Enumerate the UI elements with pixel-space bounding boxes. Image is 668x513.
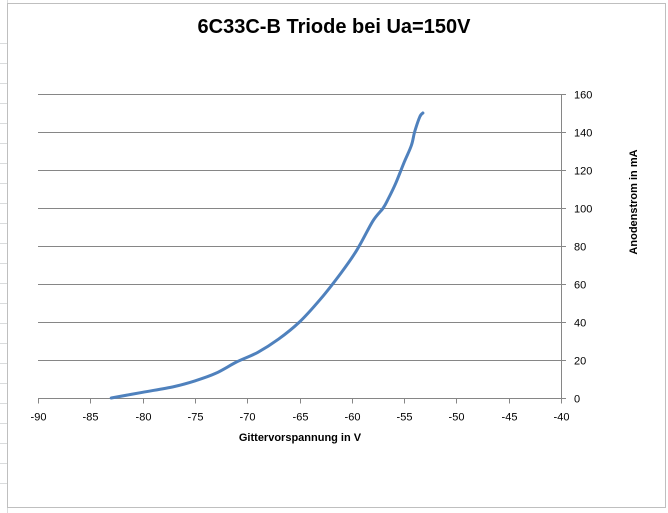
chart-area[interactable] <box>7 3 666 508</box>
x-tick-label: -80 <box>136 412 152 424</box>
x-tick-label: -90 <box>31 412 47 424</box>
chart-title: 6C33C-B Triode bei Ua=150V <box>197 16 471 38</box>
sheet-gridline <box>0 263 8 264</box>
y-axis-title: Anodenstrom in mA <box>628 149 640 254</box>
x-tick-label: -65 <box>293 412 309 424</box>
sheet-gridline <box>0 423 8 424</box>
sheet-gridline <box>0 63 8 64</box>
sheet-gridline <box>0 283 8 284</box>
sheet-gridline <box>0 483 8 484</box>
sheet-gridline <box>0 343 8 344</box>
x-tick-label: -75 <box>188 412 204 424</box>
sheet-gridline <box>0 183 8 184</box>
sheet-gridline <box>0 463 8 464</box>
sheet-gridline <box>0 103 8 104</box>
x-axis-title: Gittervorspannung in V <box>239 432 362 444</box>
x-tick-label: -45 <box>502 412 518 424</box>
sheet-gridline <box>0 83 8 84</box>
y-tick-label: 140 <box>574 128 592 140</box>
y-tick-label: 160 <box>574 90 592 102</box>
y-tick-label: 0 <box>574 394 580 406</box>
sheet-gridline <box>0 443 8 444</box>
x-tick-label: -60 <box>345 412 361 424</box>
sheet-gridline <box>0 203 8 204</box>
y-tick-label: 20 <box>574 356 586 368</box>
x-tick-label: -70 <box>240 412 256 424</box>
y-tick-label: 60 <box>574 280 586 292</box>
y-tick-label: 40 <box>574 318 586 330</box>
series-line <box>109 111 425 400</box>
sheet-gridline <box>0 323 8 324</box>
sheet-gridline <box>0 363 8 364</box>
y-tick-label: 120 <box>574 166 592 178</box>
sheet-gridline <box>0 163 8 164</box>
sheet-gridline <box>0 383 8 384</box>
sheet-gridline <box>0 403 8 404</box>
y-tick-label: 80 <box>574 242 586 254</box>
x-tick-label: -50 <box>449 412 465 424</box>
x-tick-label: -40 <box>554 412 570 424</box>
sheet-gridline <box>0 303 8 304</box>
sheet-gridline <box>0 243 8 244</box>
sheet-gridline <box>0 143 8 144</box>
sheet-gridline <box>0 43 8 44</box>
x-tick-label: -55 <box>397 412 413 424</box>
sheet-gridline <box>0 123 8 124</box>
y-tick-label: 100 <box>574 204 592 216</box>
x-tick-label: -85 <box>83 412 99 424</box>
sheet-gridline <box>0 223 8 224</box>
